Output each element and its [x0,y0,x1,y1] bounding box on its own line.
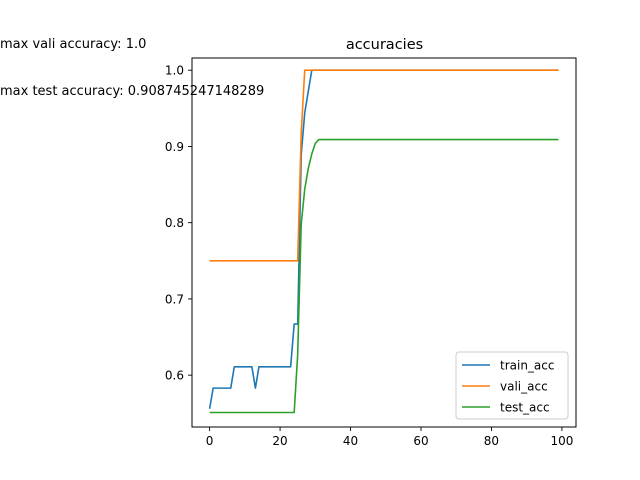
tick-layer: 0 20 40 60 80 100 0.6 0.7 0.8 0.9 1.0 [165,64,573,448]
chart-title: accuracies [346,37,423,53]
x-tick-label: 20 [272,434,287,448]
series-line-test_acc [209,138,559,414]
x-tick-label: 80 [484,434,499,448]
y-tick-label: 0.7 [165,292,184,306]
y-tick-label: 1.0 [165,64,184,78]
y-tick-label: 0.8 [165,216,184,230]
y-tick-label: 0.6 [165,369,184,383]
legend: train_acc vali_acc test_acc [455,351,569,420]
legend-box [455,351,569,420]
axes-frame [191,57,577,428]
legend-label-vali_acc: vali_acc [500,380,548,394]
series-layer [208,69,559,414]
x-tick-label: 40 [343,434,358,448]
legend-label-test_acc: test_acc [500,401,550,415]
x-tick-label: 60 [413,434,428,448]
max-vali-accuracy-text: max vali accuracy: 1.0 [0,37,146,52]
x-tick-label: 100 [550,434,573,448]
y-tick-label: 0.9 [165,140,184,154]
legend-label-train_acc: train_acc [500,359,554,373]
x-tick-label: 0 [206,434,214,448]
series-line-vali_acc [209,69,559,262]
max-test-accuracy-text: max test accuracy: 0.908745247148289 [0,84,264,99]
